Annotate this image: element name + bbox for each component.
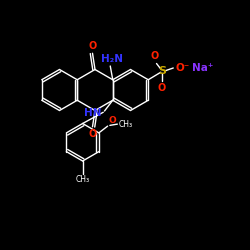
Text: H₂N: H₂N (100, 54, 122, 64)
Text: O: O (158, 83, 166, 93)
Text: O: O (108, 116, 116, 126)
Text: O: O (88, 41, 96, 51)
Text: Na⁺: Na⁺ (192, 64, 213, 74)
Text: O⁻: O⁻ (176, 63, 190, 73)
Text: O: O (88, 129, 96, 139)
Text: CH₃: CH₃ (118, 120, 132, 129)
Text: O: O (151, 52, 159, 62)
Text: S: S (158, 66, 166, 76)
Text: HN: HN (84, 108, 101, 118)
Text: CH₃: CH₃ (76, 176, 90, 184)
